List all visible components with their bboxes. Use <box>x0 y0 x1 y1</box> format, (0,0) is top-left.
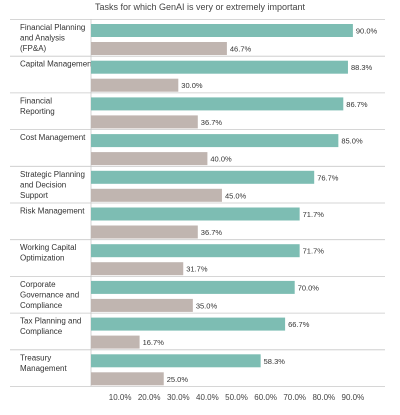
category-label: Tax Planning and Compliance <box>20 317 81 337</box>
data-label: 71.7% <box>303 210 325 219</box>
data-label: 40.0% <box>210 155 232 164</box>
category-label: Corporate Governance and Compliance <box>20 280 79 310</box>
bar <box>91 354 261 368</box>
bar <box>91 78 179 92</box>
data-label: 35.0% <box>196 301 218 310</box>
data-label: 90.0% <box>356 27 378 36</box>
category-label: Capital Management <box>20 60 95 69</box>
x-tick-label: 20.0% <box>138 393 161 402</box>
bar <box>91 115 198 129</box>
x-tick-label: 40.0% <box>196 393 219 402</box>
data-label: 16.7% <box>143 338 165 347</box>
bar <box>91 372 164 386</box>
data-label: 70.0% <box>298 283 320 292</box>
bar <box>91 134 339 148</box>
data-label: 31.7% <box>186 265 208 274</box>
bar <box>91 335 140 349</box>
bar <box>91 24 353 37</box>
x-tick-label: 10.0% <box>109 393 132 402</box>
category-label: Working Capital Optimization <box>20 243 77 263</box>
data-label: 25.0% <box>167 375 189 384</box>
data-label: 45.0% <box>225 191 247 200</box>
data-label: 36.7% <box>201 118 223 127</box>
x-tick-label: 30.0% <box>167 393 190 402</box>
category-label: Financial Reporting <box>20 96 55 116</box>
data-label: 30.0% <box>181 81 203 90</box>
data-label: 36.7% <box>201 228 223 237</box>
x-tick-label: 70.0% <box>283 393 306 402</box>
bar <box>91 188 222 202</box>
bar <box>91 317 286 331</box>
bar <box>91 280 295 294</box>
category-label: Risk Management <box>20 207 85 216</box>
bar <box>91 225 198 239</box>
bar <box>91 262 184 276</box>
x-tick-label: 50.0% <box>225 393 248 402</box>
x-tick-label: 80.0% <box>312 393 335 402</box>
chart-title: Tasks for which GenAI is very or extreme… <box>94 2 306 12</box>
bar <box>91 152 208 166</box>
data-label: 71.7% <box>303 247 325 256</box>
data-label: 76.7% <box>317 173 339 182</box>
bar <box>91 60 348 74</box>
data-label: 46.7% <box>230 45 252 54</box>
bar <box>91 97 344 111</box>
category-label: Financial Planning and Analysis (FP&A) <box>20 23 85 53</box>
bar <box>91 298 193 312</box>
data-label: 58.3% <box>264 357 286 366</box>
bar <box>91 170 315 184</box>
category-label: Strategic Planning and Decision Support <box>20 170 85 200</box>
data-label: 85.0% <box>341 137 363 146</box>
bar <box>91 207 300 221</box>
data-label: 86.7% <box>346 100 368 109</box>
category-label: Cost Management <box>20 133 86 142</box>
bar <box>91 244 300 258</box>
data-label: 88.3% <box>351 63 373 72</box>
bar <box>91 42 227 55</box>
x-tick-label: 90.0% <box>342 393 365 402</box>
category-label: Treasury Management <box>20 353 67 373</box>
x-tick-label: 60.0% <box>254 393 277 402</box>
data-label: 66.7% <box>288 320 310 329</box>
